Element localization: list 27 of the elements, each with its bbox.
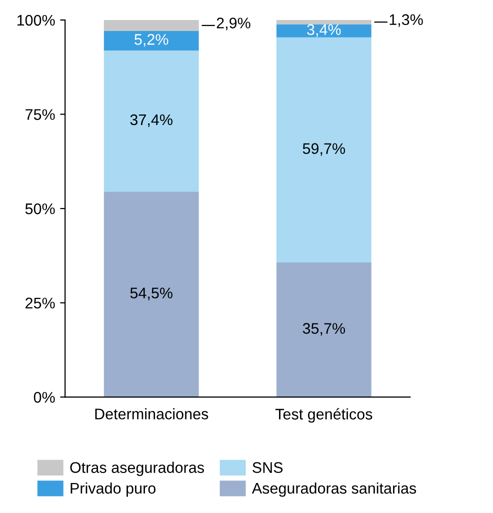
data-label: 59,7% <box>302 143 346 156</box>
bar <box>276 262 372 398</box>
data-label: 37,4% <box>130 114 172 127</box>
bar <box>276 37 372 262</box>
bar <box>104 20 199 31</box>
data-label: 54,5% <box>130 288 172 300</box>
bar <box>104 30 199 51</box>
data-label: 5,2% <box>134 34 168 47</box>
data-label: 3,4% <box>307 24 341 37</box>
bar <box>104 50 199 192</box>
legend-label: Privado puro <box>70 482 156 497</box>
x-tick-label: Determinaciones <box>95 408 208 420</box>
x-tick-label: Test genéticos <box>275 408 372 423</box>
bar <box>276 20 372 25</box>
y-tick-label: 100% <box>17 14 55 26</box>
legend-label: Aseguradoras sanitarias <box>252 482 416 497</box>
y-tick-label: 75% <box>26 109 55 120</box>
y-tick-label: 0% <box>34 392 55 403</box>
bar <box>104 192 199 398</box>
data-label: 2,9% <box>216 18 250 30</box>
y-tick-label: 25% <box>26 298 55 308</box>
y-tick-label: 50% <box>25 203 55 214</box>
bar <box>276 24 372 38</box>
legend-label: Otras aseguradoras <box>70 462 204 476</box>
data-label: 1,3% <box>390 14 423 27</box>
data-label: 35,7% <box>302 323 346 336</box>
legend-label: SNS <box>252 462 283 473</box>
